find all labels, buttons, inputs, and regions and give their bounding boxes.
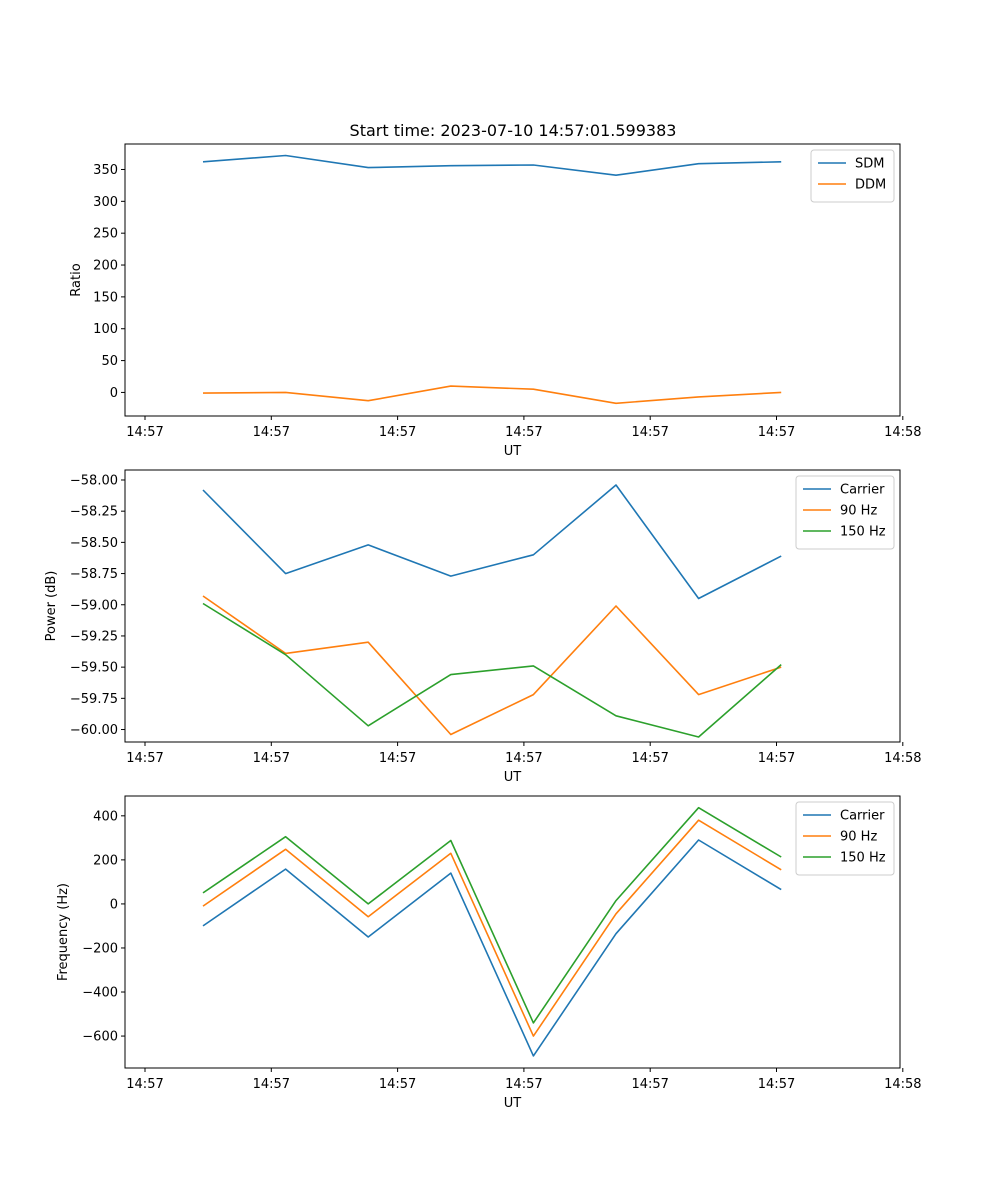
series-line-carrier xyxy=(202,484,782,600)
y-tick-label: 200 xyxy=(93,853,118,868)
x-axis-label: UT xyxy=(504,1096,522,1111)
x-axis-label: UT xyxy=(504,770,522,785)
x-tick-label: 14:57 xyxy=(631,425,668,440)
x-tick-label: 14:57 xyxy=(126,1077,163,1092)
x-tick-label: 14:57 xyxy=(126,425,163,440)
x-tick-label: 14:57 xyxy=(631,751,668,766)
x-tick-label: 14:57 xyxy=(379,1077,416,1092)
figure-title: Start time: 2023-07-10 14:57:01.599383 xyxy=(350,121,677,140)
x-tick-label: 14:57 xyxy=(253,1077,290,1092)
x-tick-label: 14:58 xyxy=(884,425,921,440)
legend: Carrier 90 Hz 150 Hz xyxy=(795,475,895,550)
y-tick-label: 150 xyxy=(93,290,118,305)
legend-label: DDM xyxy=(855,178,886,193)
x-tick-label: 14:57 xyxy=(379,425,416,440)
legend-label: Carrier xyxy=(840,809,885,824)
y-axis-label: Ratio xyxy=(69,263,84,296)
series-line-150-hz xyxy=(202,602,782,738)
chart-panel-1: 0 50 100 150 200 250 300 350 14:57 14:57 14:57 14:5… xyxy=(69,143,922,459)
y-tick-label: −59.25 xyxy=(70,629,118,644)
legend-label: SDM xyxy=(855,157,884,172)
x-tick-label: 14:57 xyxy=(126,751,163,766)
y-tick-label: 0 xyxy=(110,897,118,912)
x-tick-label: 14:57 xyxy=(505,425,542,440)
y-tick-label: 100 xyxy=(93,322,118,337)
x-tick-label: 14:57 xyxy=(379,751,416,766)
x-tick-label: 14:58 xyxy=(884,1077,921,1092)
x-tick-label: 14:57 xyxy=(253,425,290,440)
y-tick-label: −59.75 xyxy=(70,692,118,707)
series-line-90-hz xyxy=(202,595,782,736)
y-axis-label: Frequency (Hz) xyxy=(56,883,71,981)
x-tick-label: 14:57 xyxy=(505,1077,542,1092)
y-tick-label: −600 xyxy=(82,1030,118,1045)
axes-frame xyxy=(124,143,901,417)
y-tick-label: 300 xyxy=(93,195,118,210)
series-line-150-hz xyxy=(202,806,782,1024)
y-axis-label: Power (dB) xyxy=(44,571,59,642)
y-tick-label: −58.00 xyxy=(70,473,118,488)
x-tick-label: 14:57 xyxy=(758,425,795,440)
chart-panel-2: −60.00 −59.75 −59.50 −59.25 −59.00 −58.75 −58.… xyxy=(44,469,922,785)
y-tick-label: 200 xyxy=(93,259,118,274)
series-line-90-hz xyxy=(202,819,782,1037)
x-tick-label: 14:57 xyxy=(631,1077,668,1092)
x-axis-label: UT xyxy=(504,444,522,459)
legend-label: 90 Hz xyxy=(840,830,877,845)
y-tick-label: 350 xyxy=(93,163,118,178)
x-tick-label: 14:58 xyxy=(884,751,921,766)
legend-label: 90 Hz xyxy=(840,504,877,519)
chart-panel-3: −600 −400 −200 0 200 400 14:57 14:57 14:57 14:57 1… xyxy=(56,795,922,1111)
y-tick-label: −60.00 xyxy=(70,723,118,738)
series-line-sdm xyxy=(202,154,782,176)
legend: SDM DDM xyxy=(810,149,895,203)
legend-label: 150 Hz xyxy=(840,851,886,866)
y-tick-label: 50 xyxy=(101,354,118,369)
y-tick-label: −59.00 xyxy=(70,598,118,613)
axes-frame xyxy=(124,795,901,1069)
y-tick-label: 0 xyxy=(110,386,118,401)
legend-label: Carrier xyxy=(840,483,885,498)
x-tick-label: 14:57 xyxy=(253,751,290,766)
legend-label: 150 Hz xyxy=(840,525,886,540)
y-tick-label: −59.50 xyxy=(70,661,118,676)
series-line-ddm xyxy=(202,385,782,405)
series-line-carrier xyxy=(202,839,782,1057)
y-tick-label: −58.25 xyxy=(70,505,118,520)
x-tick-label: 14:57 xyxy=(758,1077,795,1092)
y-tick-label: −58.50 xyxy=(70,536,118,551)
charts: 0 50 100 150 200 250 300 350 14:57 14:57 14:57 14:5… xyxy=(44,143,922,1111)
y-tick-label: −58.75 xyxy=(70,567,118,582)
y-tick-label: −200 xyxy=(82,941,118,956)
legend: Carrier 90 Hz 150 Hz xyxy=(795,801,895,876)
x-tick-label: 14:57 xyxy=(758,751,795,766)
y-tick-label: −400 xyxy=(82,986,118,1001)
y-tick-label: 250 xyxy=(93,227,118,242)
axes-frame xyxy=(124,469,901,743)
x-tick-label: 14:57 xyxy=(505,751,542,766)
y-tick-label: 400 xyxy=(93,809,118,824)
